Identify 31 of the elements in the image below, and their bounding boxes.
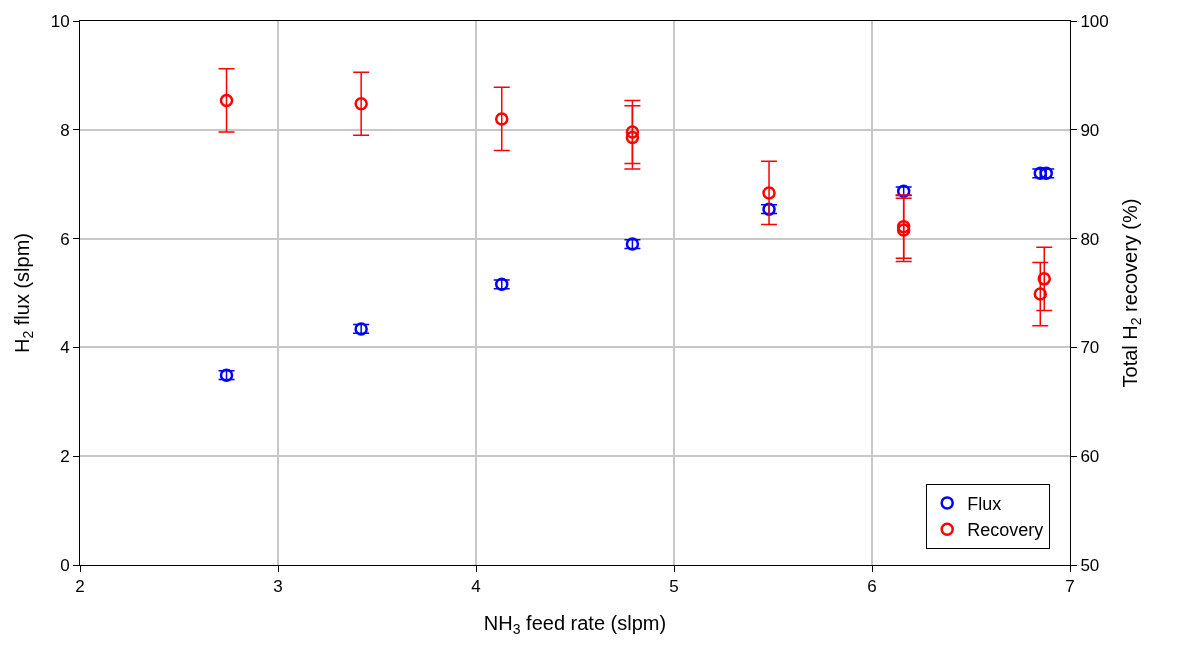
point — [354, 96, 368, 111]
y-tick-label: 10 — [50, 11, 70, 31]
y-tick-label: 4 — [60, 338, 70, 358]
point — [1037, 272, 1052, 286]
y-tick-label: 2 — [60, 447, 70, 467]
point — [219, 93, 234, 108]
legend-label: Flux — [967, 493, 1002, 514]
y2-tick-label: 50 — [1080, 555, 1100, 575]
x-tick-label: 4 — [471, 577, 481, 597]
y2-tick-label: 90 — [1080, 120, 1100, 140]
x-tick-label: 6 — [867, 577, 877, 597]
x-tick-label: 5 — [669, 577, 679, 597]
y-tick-label: 0 — [60, 555, 70, 575]
x-axis-title: NH$_{3}$ feed rate (slpm) — [483, 611, 667, 638]
point — [1033, 287, 1048, 301]
point — [896, 219, 911, 234]
point — [625, 130, 640, 145]
y-tick-label: 6 — [60, 229, 70, 249]
y2-tick-label: 70 — [1080, 338, 1100, 358]
y-tick-label: 8 — [60, 120, 70, 140]
point — [625, 125, 640, 139]
y2-tick-label: 60 — [1080, 447, 1100, 467]
point — [762, 186, 776, 200]
x-tick-label: 2 — [75, 577, 85, 597]
point — [494, 112, 509, 126]
x-tick-label: 7 — [1065, 577, 1075, 597]
y2-tick-label: 100 — [1080, 11, 1109, 31]
y2-tick-label: 80 — [1080, 229, 1100, 249]
x-tick-label: 3 — [273, 577, 283, 597]
point — [896, 223, 911, 237]
legend-label: Recovery — [967, 520, 1044, 541]
